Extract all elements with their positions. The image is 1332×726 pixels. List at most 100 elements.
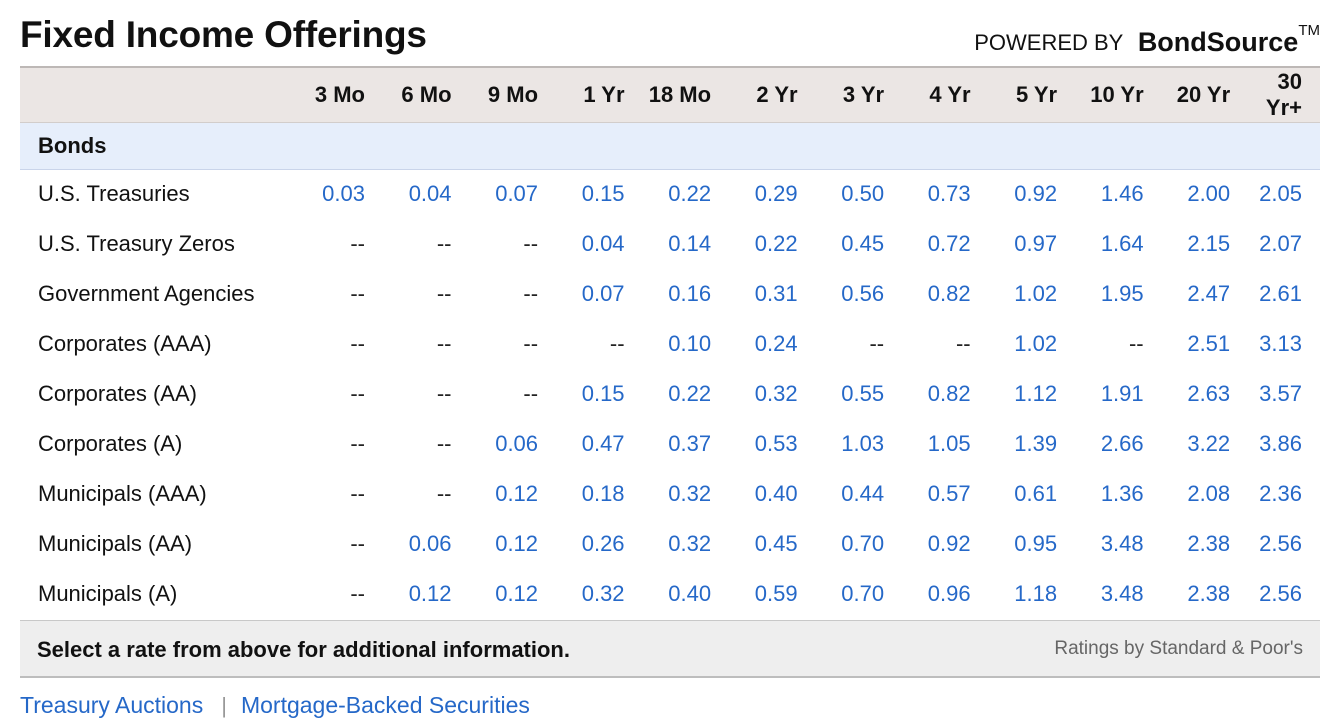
rate-link[interactable]: 1.64 xyxy=(1100,231,1144,256)
rate-link[interactable]: 0.12 xyxy=(495,481,539,506)
rate-link[interactable]: 0.14 xyxy=(668,231,712,256)
rate-link[interactable]: 0.82 xyxy=(927,381,971,406)
rate-cell: 2.08 xyxy=(1162,469,1249,519)
rate-link[interactable]: 2.66 xyxy=(1100,431,1144,456)
rate-link[interactable]: 2.38 xyxy=(1187,581,1231,606)
rate-link[interactable]: 0.44 xyxy=(841,481,885,506)
rate-link[interactable]: 3.22 xyxy=(1187,431,1231,456)
rate-link[interactable]: 0.26 xyxy=(581,531,625,556)
no-rate: -- xyxy=(955,331,971,356)
rate-link[interactable]: 2.00 xyxy=(1187,181,1231,207)
rate-link[interactable]: 0.04 xyxy=(408,181,452,207)
rate-link[interactable]: 0.12 xyxy=(408,581,452,606)
rate-link[interactable]: 0.40 xyxy=(754,481,798,506)
rate-link[interactable]: 0.40 xyxy=(668,581,712,606)
rate-link[interactable]: 0.37 xyxy=(668,431,712,456)
rate-link[interactable]: 0.45 xyxy=(754,531,798,556)
rate-link[interactable]: 1.02 xyxy=(1014,331,1058,356)
rate-cell: 0.40 xyxy=(729,469,816,519)
rate-link[interactable]: 2.56 xyxy=(1259,581,1302,606)
rate-link[interactable]: 0.06 xyxy=(495,431,539,456)
rate-link[interactable]: 0.29 xyxy=(754,181,798,207)
rate-link[interactable]: 0.92 xyxy=(1014,181,1058,207)
rate-link[interactable]: 1.39 xyxy=(1014,431,1058,456)
rate-link[interactable]: 0.18 xyxy=(581,481,625,506)
link-treasury-auctions[interactable]: Treasury Auctions xyxy=(20,692,204,718)
rate-link[interactable]: 1.05 xyxy=(927,431,971,456)
rate-link[interactable]: 3.48 xyxy=(1100,581,1144,606)
rate-link[interactable]: 0.57 xyxy=(927,481,971,506)
rate-link[interactable]: 1.46 xyxy=(1100,181,1144,207)
rate-link[interactable]: 2.36 xyxy=(1259,481,1302,506)
rate-link[interactable]: 0.45 xyxy=(841,231,885,256)
rate-link[interactable]: 0.15 xyxy=(581,381,625,406)
rate-link[interactable]: 1.03 xyxy=(841,431,885,456)
rate-link[interactable]: 0.32 xyxy=(581,581,625,606)
rate-link[interactable]: 0.03 xyxy=(322,181,365,207)
section-row-bonds: Bonds xyxy=(20,122,1320,169)
rate-link[interactable]: 0.73 xyxy=(927,181,971,207)
rate-link[interactable]: 0.97 xyxy=(1014,231,1058,256)
rate-link[interactable]: 0.82 xyxy=(927,281,971,306)
rate-link[interactable]: 1.18 xyxy=(1014,581,1058,606)
rate-link[interactable]: 0.56 xyxy=(841,281,885,306)
rate-cell: 0.06 xyxy=(470,419,557,469)
rate-link[interactable]: 0.10 xyxy=(668,331,712,356)
rate-link[interactable]: 0.61 xyxy=(1014,481,1058,506)
rate-link[interactable]: 0.32 xyxy=(668,481,712,506)
rate-link[interactable]: 0.32 xyxy=(668,531,712,556)
rate-link[interactable]: 0.07 xyxy=(495,181,539,207)
rate-link[interactable]: 0.04 xyxy=(581,231,625,256)
rate-link[interactable]: 0.22 xyxy=(754,231,798,256)
rate-link[interactable]: 0.32 xyxy=(754,381,798,406)
rate-cell: 0.50 xyxy=(816,169,903,219)
rate-cell: 0.70 xyxy=(816,519,903,569)
rate-link[interactable]: 0.31 xyxy=(754,281,798,306)
rate-link[interactable]: 1.95 xyxy=(1100,281,1144,306)
rate-link[interactable]: 3.57 xyxy=(1259,381,1302,406)
rate-link[interactable]: 0.06 xyxy=(408,531,452,556)
rate-link[interactable]: 0.22 xyxy=(668,181,712,207)
rate-link[interactable]: 0.92 xyxy=(927,531,971,556)
rate-link[interactable]: 2.15 xyxy=(1187,231,1231,256)
rate-link[interactable]: 1.02 xyxy=(1014,281,1058,306)
rate-link[interactable]: 2.05 xyxy=(1259,181,1302,207)
rate-link[interactable]: 0.12 xyxy=(495,531,539,556)
rate-link[interactable]: 2.07 xyxy=(1259,231,1302,256)
rate-link[interactable]: 3.13 xyxy=(1259,331,1302,356)
link-mortgage-backed-securities[interactable]: Mortgage-Backed Securities xyxy=(240,692,530,718)
rate-cell: 0.92 xyxy=(989,169,1076,219)
rate-link[interactable]: 2.56 xyxy=(1259,531,1302,556)
rate-link[interactable]: 2.38 xyxy=(1187,531,1231,556)
rate-link[interactable]: 0.12 xyxy=(495,581,539,606)
rate-link[interactable]: 0.24 xyxy=(754,331,798,356)
rate-link[interactable]: 0.70 xyxy=(841,531,885,556)
rate-link[interactable]: 0.59 xyxy=(754,581,798,606)
rate-link[interactable]: 2.63 xyxy=(1187,381,1231,406)
rate-link[interactable]: 0.07 xyxy=(581,281,625,306)
rate-link[interactable]: 1.91 xyxy=(1100,381,1144,406)
rate-link[interactable]: 0.72 xyxy=(927,231,971,256)
rate-link[interactable]: 0.55 xyxy=(841,381,885,406)
rate-cell: 0.92 xyxy=(902,519,989,569)
rate-cell: -- xyxy=(296,319,383,369)
rate-link[interactable]: 3.48 xyxy=(1100,531,1144,556)
rate-link[interactable]: 2.61 xyxy=(1259,281,1302,306)
rate-link[interactable]: 1.12 xyxy=(1014,381,1058,406)
rate-link[interactable]: 0.95 xyxy=(1014,531,1058,556)
rate-link[interactable]: 0.96 xyxy=(927,581,971,606)
rate-link[interactable]: 0.50 xyxy=(841,181,885,207)
rate-link[interactable]: 0.16 xyxy=(668,281,712,306)
rate-link[interactable]: 2.51 xyxy=(1187,331,1231,356)
rate-link[interactable]: 0.70 xyxy=(841,581,885,606)
rate-link[interactable]: 3.86 xyxy=(1259,431,1302,456)
rate-link[interactable]: 0.15 xyxy=(581,181,625,207)
rate-link[interactable]: 2.47 xyxy=(1187,281,1231,306)
rate-link[interactable]: 0.53 xyxy=(754,431,798,456)
rate-cell: 0.45 xyxy=(729,519,816,569)
rate-link[interactable]: 0.22 xyxy=(668,381,712,406)
rate-link[interactable]: 0.47 xyxy=(581,431,625,456)
rate-link[interactable]: 2.08 xyxy=(1187,481,1231,506)
rate-link[interactable]: 1.36 xyxy=(1100,481,1144,506)
rate-cell: 0.44 xyxy=(816,469,903,519)
